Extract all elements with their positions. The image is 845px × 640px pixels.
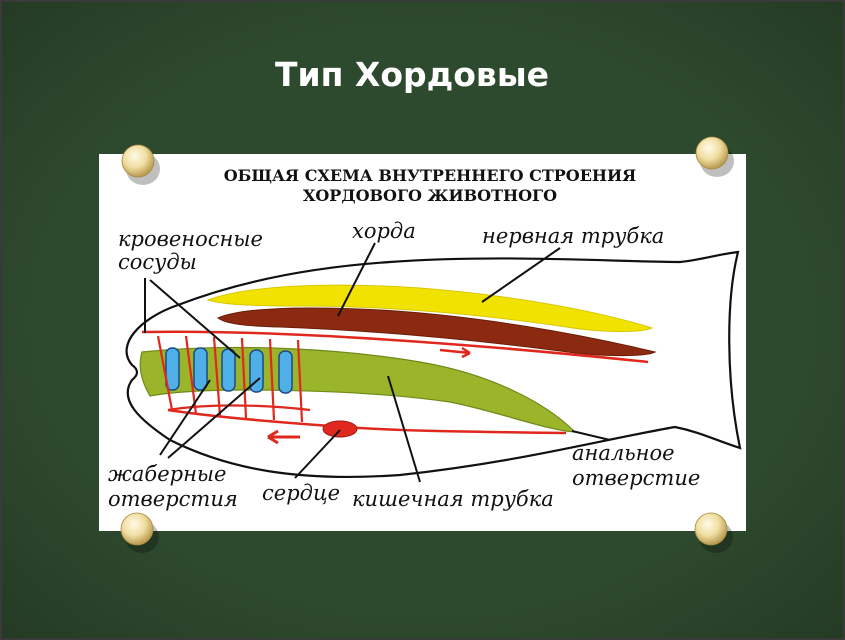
ventral-flow-arrow <box>267 429 300 445</box>
leader-heart <box>294 429 341 479</box>
leader-anus <box>571 430 611 441</box>
pin-top-right <box>695 136 734 177</box>
leader-neural-tube <box>481 247 561 303</box>
pin-bottom-right <box>694 512 733 553</box>
label-blood-vessels-line2: сосуды <box>118 250 197 274</box>
label-blood-vessels-line1: кровеносные <box>118 227 263 251</box>
gill-slit <box>249 349 264 393</box>
gut-tube <box>139 346 577 433</box>
leader-blood-vessels-2 <box>149 279 241 359</box>
leader-gut-tube <box>387 375 421 483</box>
pin-top-left <box>121 144 160 185</box>
label-neural-tube: нервная трубка <box>482 224 664 248</box>
label-gill-slits-line2: отверстия <box>108 487 238 511</box>
dorsal-blood-vessel <box>141 330 649 364</box>
slide-title: Тип Хордовые <box>275 55 549 94</box>
gill-slit <box>221 348 236 392</box>
label-anus-line2: отверстие <box>572 466 700 490</box>
label-gill-slits-line1: жаберные <box>108 462 226 486</box>
ventral-blood-vessel <box>167 408 567 435</box>
leader-notochord <box>337 242 376 317</box>
gill-slits <box>165 347 293 394</box>
leader-gill-slits-1 <box>159 379 211 456</box>
dorsal-flow-arrow <box>439 346 471 359</box>
neural-tube <box>206 284 654 332</box>
label-notochord: хорда <box>352 219 416 243</box>
pin-bottom-left <box>120 512 159 553</box>
label-anus-line1: анальное <box>572 441 675 465</box>
label-gut-tube: кишечная трубка <box>352 487 554 511</box>
leader-gill-slits-2 <box>167 377 261 459</box>
gill-slit <box>193 347 208 391</box>
leader-lines <box>144 242 611 483</box>
notochord <box>217 307 657 357</box>
gill-slit <box>165 347 180 391</box>
diagram-heading-line2: ХОРДОВОГО ЖИВОТНОГО <box>303 186 557 205</box>
pins <box>120 136 734 553</box>
heart <box>322 420 358 438</box>
diagram-heading-line1: ОБЩАЯ СХЕМА ВНУТРЕННЕГО СТРОЕНИЯ <box>224 166 637 185</box>
gill-slit <box>278 350 293 394</box>
label-heart: сердце <box>262 481 340 505</box>
body-outline <box>125 250 742 479</box>
